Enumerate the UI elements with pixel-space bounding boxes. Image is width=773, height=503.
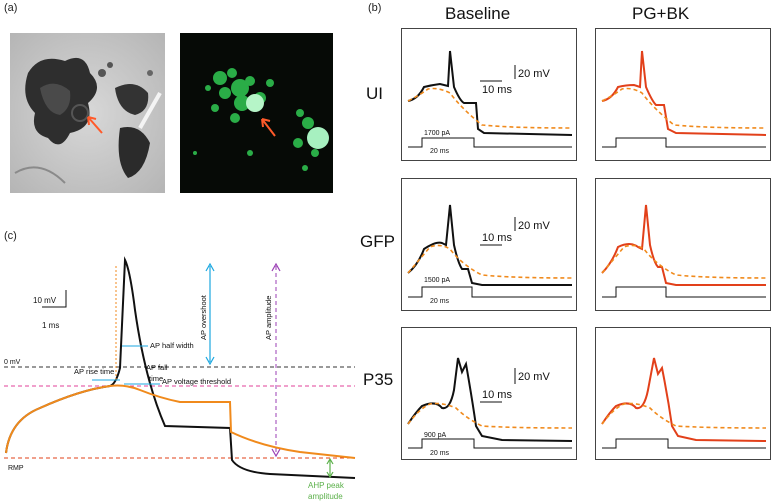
stim-duration-label: 20 ms xyxy=(430,450,450,457)
scalebar-v-label: 20 mV xyxy=(518,220,550,232)
scalebar-t-label: 10 ms xyxy=(482,84,512,96)
c-scalebar-t-label: 1 ms xyxy=(42,321,59,330)
fall-time-label-1: AP fall xyxy=(146,363,168,372)
scalebar-t-label: 10 ms xyxy=(482,232,512,244)
row-label-ui: UI xyxy=(366,84,383,103)
zero-mv-label: 0 mV xyxy=(4,359,21,366)
stim-current-label: 1700 pA xyxy=(424,130,450,137)
trace-box-gfp-baseline: 1500 pA 20 ms 20 mV 10 ms xyxy=(401,178,577,311)
scalebar-v-label: 20 mV xyxy=(518,371,550,383)
amplitude-label: AP amplitude xyxy=(264,296,273,340)
row-label-gfp: GFP xyxy=(360,232,395,251)
panel-a-label: (a) xyxy=(4,2,18,14)
trace-box-ui-baseline: 1700 pA 20 ms 20 mV 10 ms xyxy=(401,28,577,161)
panel-b-label: (b) xyxy=(368,2,382,14)
stim-duration-label: 20 ms xyxy=(430,148,450,155)
fluorescence-image xyxy=(180,33,333,193)
ahp-label-1: AHP peak xyxy=(308,481,345,490)
fall-time-label-2: time xyxy=(149,374,163,383)
row-label-p35: P35 xyxy=(363,370,394,389)
trace-box-p35-baseline: 900 pA 20 ms 20 mV 10 ms xyxy=(401,327,577,460)
arrow-icon xyxy=(87,116,103,134)
ap-parameter-diagram: 10 mV 1 ms 0 mV RMP AP half width AP ris… xyxy=(4,256,356,501)
rise-time-label: AP rise time xyxy=(74,367,114,376)
stim-current-label: 900 pA xyxy=(424,432,447,439)
column-title-pgbk: PG+BK xyxy=(632,4,690,23)
stim-duration-label: 20 ms xyxy=(430,298,450,305)
c-scalebar-v-label: 10 mV xyxy=(33,296,57,305)
overshoot-label: AP overshoot xyxy=(199,294,208,340)
ahp-label-2: amplitude xyxy=(308,492,343,501)
half-width-label: AP half width xyxy=(150,341,194,350)
scalebar-t-label: 10 ms xyxy=(482,389,512,401)
trace-box-p35-pgbk xyxy=(595,327,771,460)
arrow-icon xyxy=(261,118,276,137)
panel-c-label: (c) xyxy=(4,230,17,242)
trace-box-ui-pgbk xyxy=(595,28,771,161)
column-title-baseline: Baseline xyxy=(445,4,511,23)
threshold-label: AP voltage threshold xyxy=(162,377,231,386)
trace-box-gfp-pgbk xyxy=(595,178,771,311)
rmp-label: RMP xyxy=(8,465,24,472)
brightfield-image xyxy=(10,33,165,193)
scalebar-v-label: 20 mV xyxy=(518,68,550,80)
stim-current-label: 1500 pA xyxy=(424,277,450,284)
